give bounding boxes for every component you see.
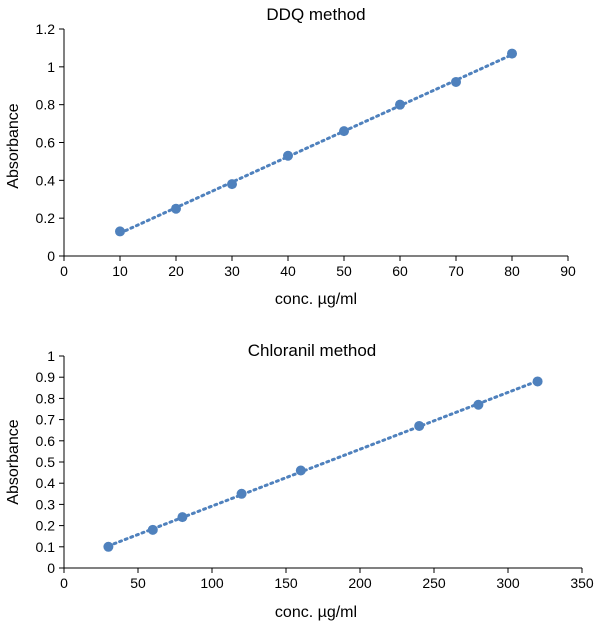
trendline xyxy=(106,379,540,548)
data-point xyxy=(283,150,293,161)
x-tick-label: 300 xyxy=(496,575,520,591)
y-tick-label: 0.2 xyxy=(36,518,56,534)
x-axis-title: conc. µg/ml xyxy=(275,604,357,621)
x-tick-label: 40 xyxy=(280,263,296,279)
chart-title: DDQ method xyxy=(266,5,365,24)
x-tick-label: 10 xyxy=(112,263,128,279)
y-tick-label: 0.3 xyxy=(36,496,56,512)
y-tick-label: 0.4 xyxy=(36,475,56,491)
y-tick-label: 1 xyxy=(47,59,55,75)
y-tick-label: 0 xyxy=(47,248,55,264)
ddq-chart: DDQ method Absorbance conc. µg/ml 0 0.2 0.… xyxy=(5,5,576,308)
y-tick-label: 0.1 xyxy=(36,539,56,555)
data-point xyxy=(395,99,405,110)
y-axis-title: Absorbance xyxy=(5,103,22,188)
data-point xyxy=(115,226,125,237)
data-point xyxy=(171,203,181,214)
x-tick-label: 50 xyxy=(130,575,146,591)
y-tick-label: 0.8 xyxy=(36,390,56,406)
y-tick-label: 0.8 xyxy=(36,97,56,113)
x-axis-title: conc. µg/ml xyxy=(275,291,357,308)
y-tick-label: 0.4 xyxy=(36,172,56,188)
x-tick-label: 60 xyxy=(392,263,408,279)
data-point xyxy=(507,48,517,59)
x-tick-label: 20 xyxy=(168,263,184,279)
data-point xyxy=(339,126,349,137)
y-tick-label: 0.7 xyxy=(36,412,56,428)
y-tick-label: 0.9 xyxy=(36,369,56,385)
data-point xyxy=(103,541,114,552)
x-tick-label: 80 xyxy=(504,263,520,279)
y-axis-title: Absorbance xyxy=(5,419,22,504)
x-tick-label: 90 xyxy=(560,263,576,279)
data-point xyxy=(473,399,484,410)
y-tick-label: 0.2 xyxy=(36,210,56,226)
y-tick-label: 0.6 xyxy=(36,433,56,449)
x-tick-label: 350 xyxy=(570,575,594,591)
data-point xyxy=(177,512,188,523)
x-tick-label: 0 xyxy=(60,575,68,591)
data-point xyxy=(414,420,425,431)
data-point xyxy=(295,465,306,476)
data-point xyxy=(532,376,543,387)
y-tick-label: 1.2 xyxy=(36,21,56,37)
trendline xyxy=(118,53,514,235)
x-tick-label: 150 xyxy=(274,575,298,591)
x-tick-label: 70 xyxy=(448,263,464,279)
y-tick-label: 0.6 xyxy=(36,135,56,151)
x-tick-label: 30 xyxy=(224,263,240,279)
data-point xyxy=(236,488,247,499)
x-tick-label: 50 xyxy=(336,263,352,279)
x-tick-label: 0 xyxy=(60,263,68,279)
x-tick-label: 100 xyxy=(200,575,224,591)
chloranil-chart: Chloranil method Absorbance conc. µg/ml … xyxy=(5,341,594,621)
x-tick-label: 250 xyxy=(422,575,446,591)
data-point xyxy=(147,524,158,535)
data-point xyxy=(451,76,461,87)
chart-title: Chloranil method xyxy=(248,341,377,360)
y-tick-label: 0 xyxy=(47,560,55,576)
y-tick-label: 1 xyxy=(47,348,55,364)
y-tick-label: 0.5 xyxy=(36,454,56,470)
data-point xyxy=(227,179,237,190)
x-tick-label: 200 xyxy=(348,575,372,591)
